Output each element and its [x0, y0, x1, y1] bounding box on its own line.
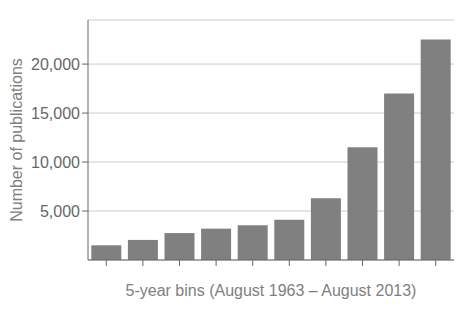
svg-text:5-year bins (August 1963 – Aug: 5-year bins (August 1963 – August 2013): [126, 282, 417, 299]
svg-text:20,000: 20,000: [31, 56, 80, 73]
svg-text:Number of publications: Number of publications: [8, 58, 25, 222]
svg-text:5,000: 5,000: [40, 203, 80, 220]
svg-text:15,000: 15,000: [31, 105, 80, 122]
svg-text:10,000: 10,000: [31, 154, 80, 171]
